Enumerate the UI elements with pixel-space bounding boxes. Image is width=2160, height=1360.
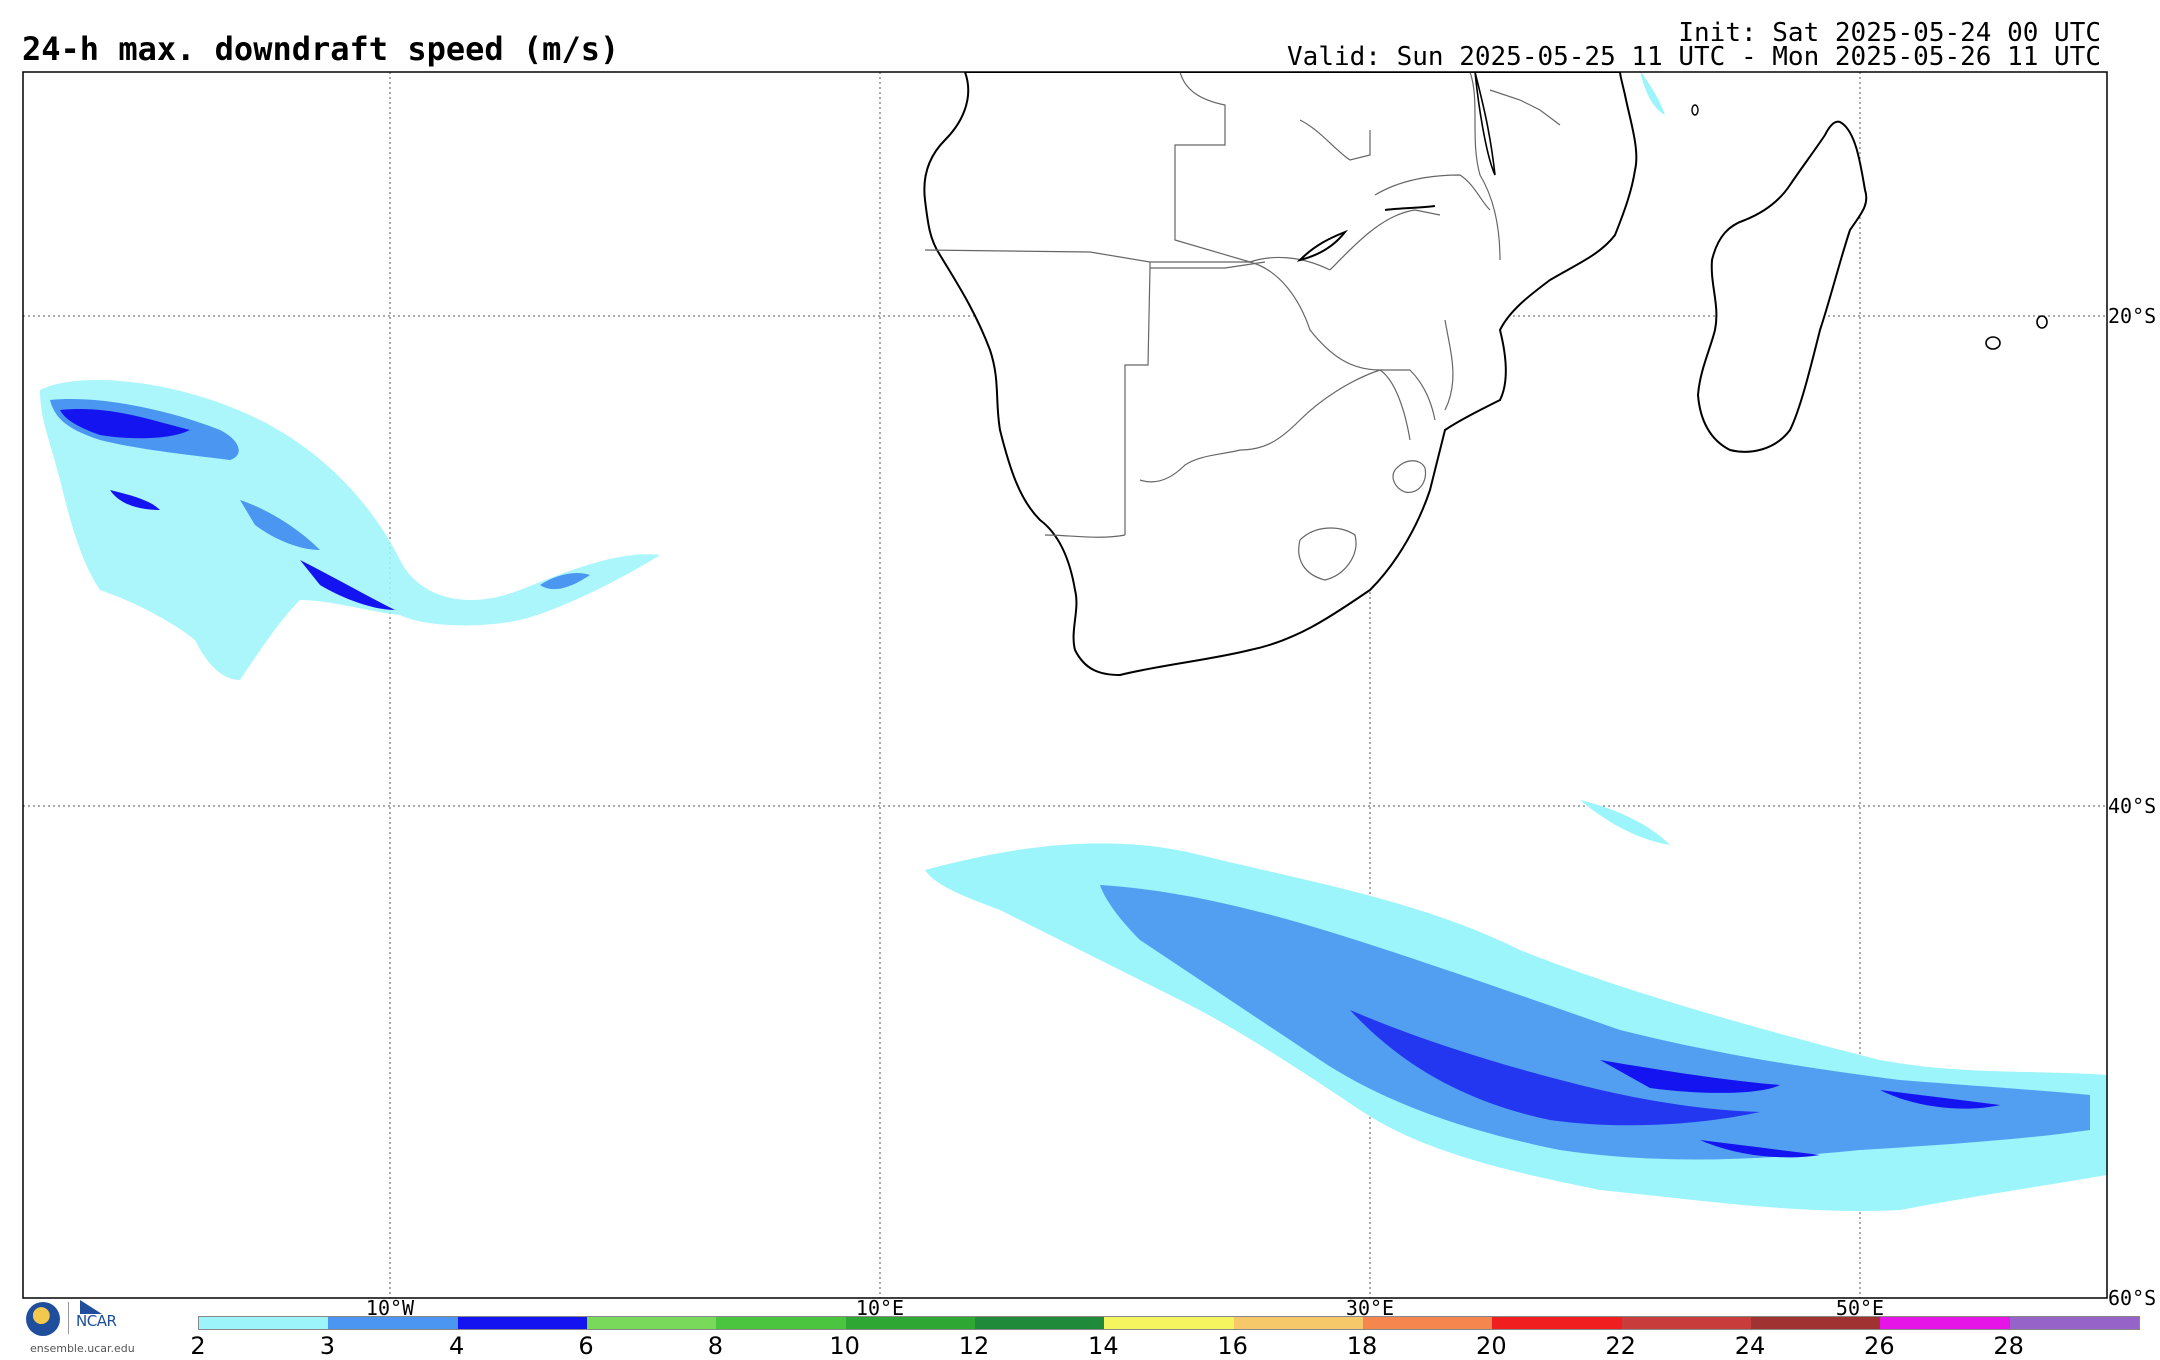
colorbar-tick-label: 20 <box>1476 1332 1507 1360</box>
colorbar-segment <box>199 1317 329 1329</box>
map-frame <box>22 71 2108 1299</box>
downdraft-field-west <box>40 380 660 680</box>
colorbar-segment <box>1750 1317 1881 1329</box>
colorbar-segment <box>716 1317 846 1329</box>
land-mauritius <box>2036 315 2048 329</box>
site-url: ensemble.ucar.edu <box>30 1342 135 1355</box>
colorbar-tick-label: 14 <box>1088 1332 1119 1360</box>
colorbar-tick-label: 3 <box>319 1332 335 1360</box>
colorbar-segment <box>845 1317 975 1329</box>
lesotho-border <box>1298 527 1357 581</box>
ncar-logo-icon <box>80 1300 102 1314</box>
colorbar-segment <box>1621 1317 1751 1329</box>
colorbar-segment <box>2009 1317 2139 1329</box>
logo-separator <box>68 1302 69 1334</box>
lake-malawi <box>1474 72 1496 176</box>
colorbar-tick-label: 26 <box>1864 1332 1895 1360</box>
lat-label-60s: 60°S <box>2108 1286 2157 1310</box>
colorbar-tick-label: 12 <box>958 1332 990 1360</box>
colorbar <box>198 1316 2140 1330</box>
map-title: 24-h max. downdraft speed (m/s) <box>22 30 620 68</box>
colorbar-tick-label: 6 <box>578 1332 594 1360</box>
lake-kariba <box>1296 229 1349 262</box>
lat-label-40s: 40°S <box>2108 794 2157 818</box>
colorbar-tick-label: 22 <box>1605 1332 1636 1360</box>
colorbar-segment <box>1233 1317 1363 1329</box>
colorbar-segment <box>1880 1317 2010 1329</box>
colorbar-tick-label: 10 <box>829 1332 860 1360</box>
lake-cahora-bassa <box>1384 205 1436 211</box>
valid-time: Valid: Sun 2025-05-25 11 UTC - Mon 2025-… <box>1287 42 2101 72</box>
land-reunion <box>1985 336 2001 350</box>
colorbar-segment <box>457 1317 587 1329</box>
lat-label-20s: 20°S <box>2108 304 2157 328</box>
colorbar-segment <box>1104 1317 1234 1329</box>
colorbar-tick-label: 28 <box>1993 1332 2024 1360</box>
colorbar-tick-label: 18 <box>1346 1332 1378 1360</box>
ncar-logo-text: NCAR <box>76 1312 117 1330</box>
colorbar-segment <box>328 1317 458 1329</box>
nsf-logo-icon <box>26 1302 60 1336</box>
ncar-logo: NCAR <box>24 1300 164 1354</box>
colorbar-tick-label: 4 <box>449 1332 465 1360</box>
colorbar-segment <box>586 1317 717 1329</box>
colorbar-tick-label: 16 <box>1217 1332 1248 1360</box>
land-africa <box>923 72 1638 677</box>
downdraft-field-east <box>925 72 2107 1211</box>
eswatini-border <box>1392 460 1427 494</box>
colorbar-tick-label: 2 <box>190 1332 206 1360</box>
colorbar-segment <box>1362 1317 1493 1329</box>
init-time: Init: Sat 2025-05-24 00 UTC <box>1678 18 2101 48</box>
land-madagascar <box>1696 120 1868 453</box>
colorbar-segment <box>1492 1317 1622 1329</box>
land-comoros <box>1691 104 1699 116</box>
colorbar-tick-label: 24 <box>1734 1332 1766 1360</box>
colorbar-tick-label: 8 <box>707 1332 723 1360</box>
colorbar-segment <box>974 1317 1105 1329</box>
